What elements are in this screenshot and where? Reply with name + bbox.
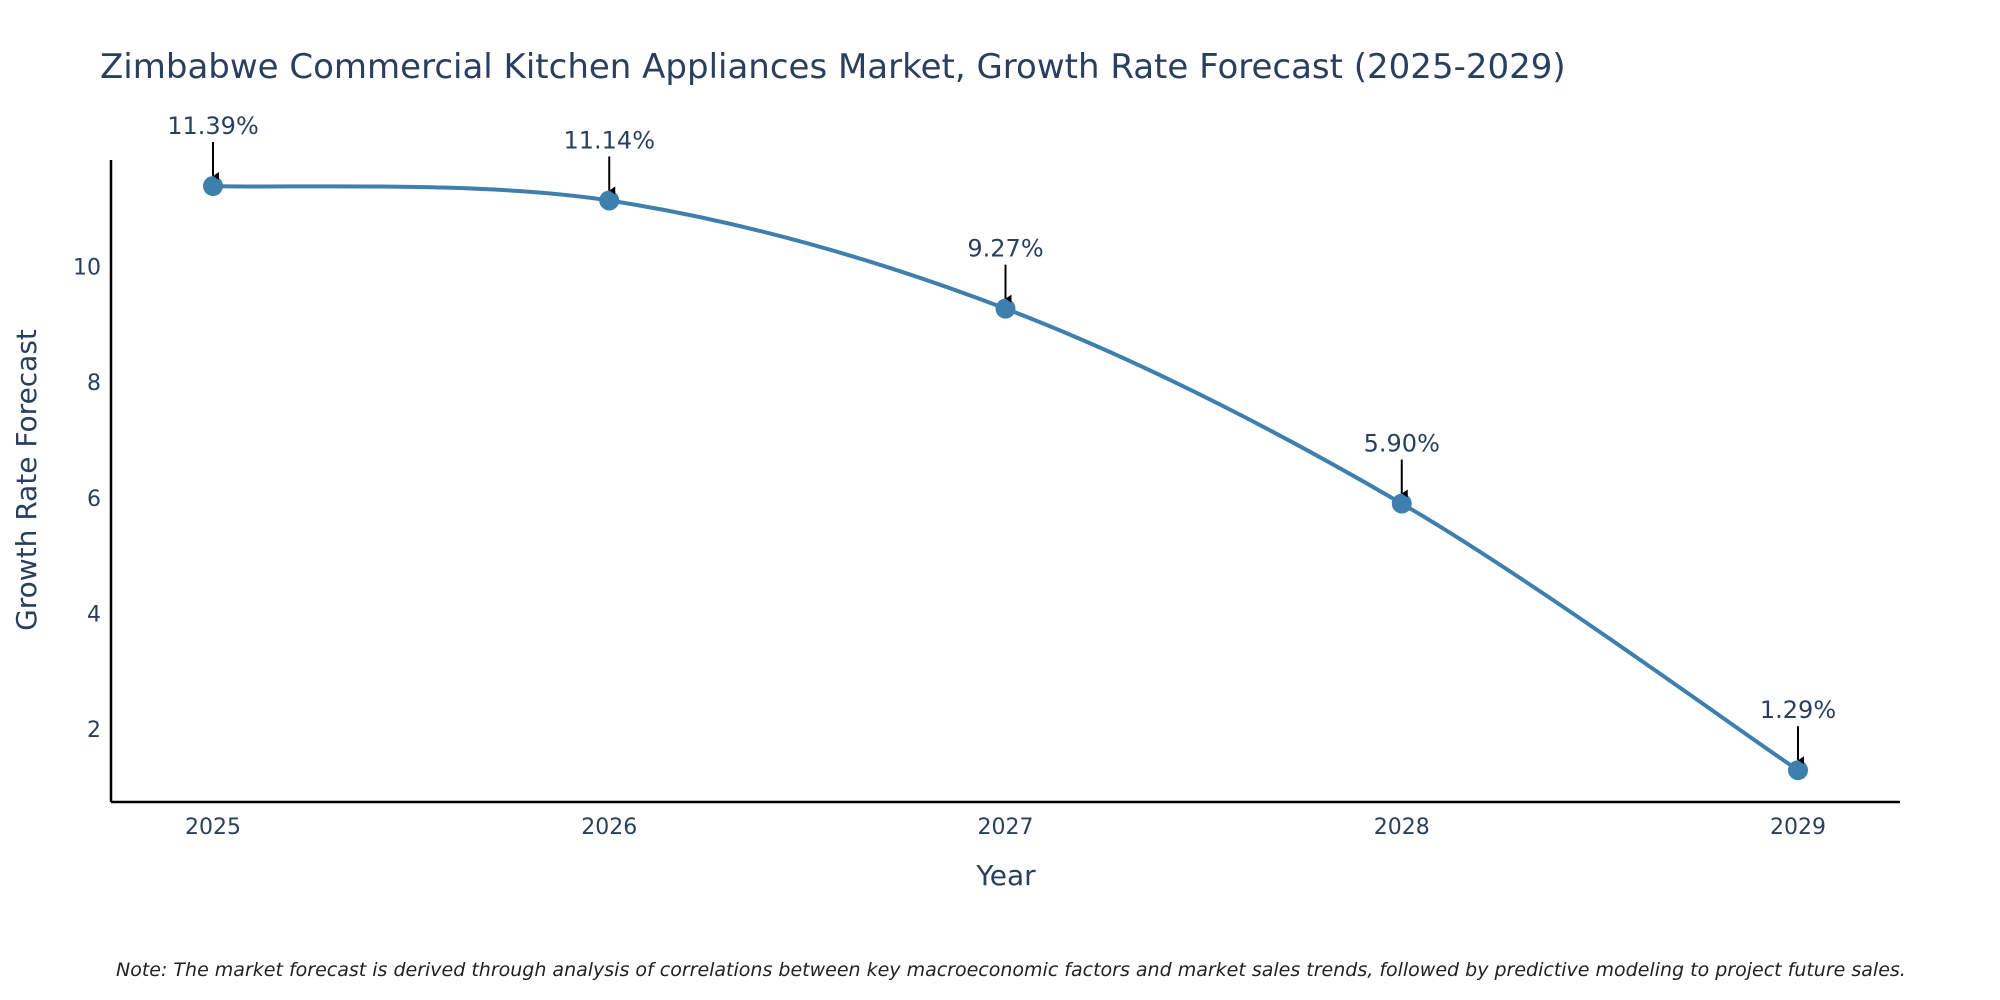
data-label-2026: 11.14% <box>563 126 655 154</box>
x-tick-label: 2029 <box>1770 815 1826 840</box>
y-tick-label: 8 <box>87 371 101 396</box>
data-point-2025 <box>203 176 223 197</box>
data-point-2026 <box>599 190 620 211</box>
x-tick-label: 2028 <box>1374 815 1430 840</box>
x-tick-label: 2026 <box>581 815 637 840</box>
axes <box>109 160 1900 804</box>
data-label-2029: 1.29% <box>1760 696 1836 724</box>
data-annotations: 11.39% 11.14% 9.27% 5.90% 1.29% <box>167 112 1836 765</box>
data-label-2027: 9.27% <box>967 235 1043 263</box>
x-axis-ticks: 2025 2026 2027 2028 2029 <box>185 815 1826 840</box>
x-tick-label: 2027 <box>978 815 1034 840</box>
y-axis-ticks: 2 4 6 8 10 <box>73 255 101 743</box>
x-axis-title: Year <box>975 859 1036 892</box>
data-label-2025: 11.39% <box>167 112 259 140</box>
data-point-2028 <box>1391 493 1412 514</box>
chart-title: Zimbabwe Commercial Kitchen Appliances M… <box>100 47 1566 87</box>
series-growth-rate <box>203 176 1808 781</box>
y-tick-label: 6 <box>87 487 101 512</box>
y-tick-label: 2 <box>87 718 101 743</box>
x-tick-label: 2025 <box>185 815 241 840</box>
data-point-2027 <box>995 298 1016 319</box>
y-tick-label: 10 <box>73 255 101 280</box>
footnote: Note: The market forecast is derived thr… <box>116 959 1906 981</box>
y-tick-label: 4 <box>87 602 101 627</box>
y-axis-title: Growth Rate Forecast <box>10 329 43 631</box>
data-point-2029 <box>1788 760 1808 781</box>
data-label-2028: 5.90% <box>1364 430 1440 458</box>
